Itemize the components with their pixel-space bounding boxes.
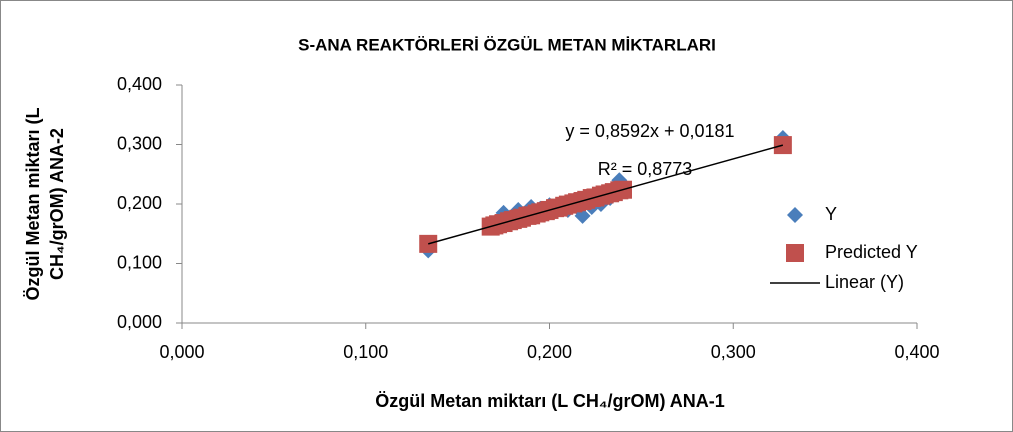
y-tick-label: 0,000	[117, 312, 162, 332]
legend-marker	[787, 207, 803, 223]
legend-label: Y	[825, 204, 837, 224]
legend-label: Predicted Y	[825, 242, 918, 262]
legend-marker	[786, 244, 804, 262]
x-tick-label: 0,300	[711, 342, 756, 362]
legend-label: Linear (Y)	[825, 272, 904, 292]
y-tick-label: 0,100	[117, 252, 162, 272]
x-tick-label: 0,100	[343, 342, 388, 362]
trendline	[428, 144, 784, 245]
x-tick-label: 0,400	[894, 342, 939, 362]
equation: y = 0,8592x + 0,0181	[565, 121, 734, 141]
x-axis-label: Özgül Metan miktarı (L CH₄/grOM) ANA-1	[375, 391, 725, 411]
chart-title: S-ANA REAKTÖRLERİ ÖZGÜL METAN MİKTARLARI	[298, 35, 716, 54]
r-squared: R² = 0,8773	[598, 159, 693, 179]
y-tick-label: 0,400	[117, 74, 162, 94]
x-tick-label: 0,200	[527, 342, 572, 362]
y-axis-label: CH₄/grOM) ANA-2	[47, 128, 67, 280]
x-tick-label: 0,000	[159, 342, 204, 362]
y-tick-label: 0,200	[117, 193, 162, 213]
y-axis-label: Özgül Metan miktarı (L	[23, 107, 43, 300]
y-tick-label: 0,300	[117, 133, 162, 153]
